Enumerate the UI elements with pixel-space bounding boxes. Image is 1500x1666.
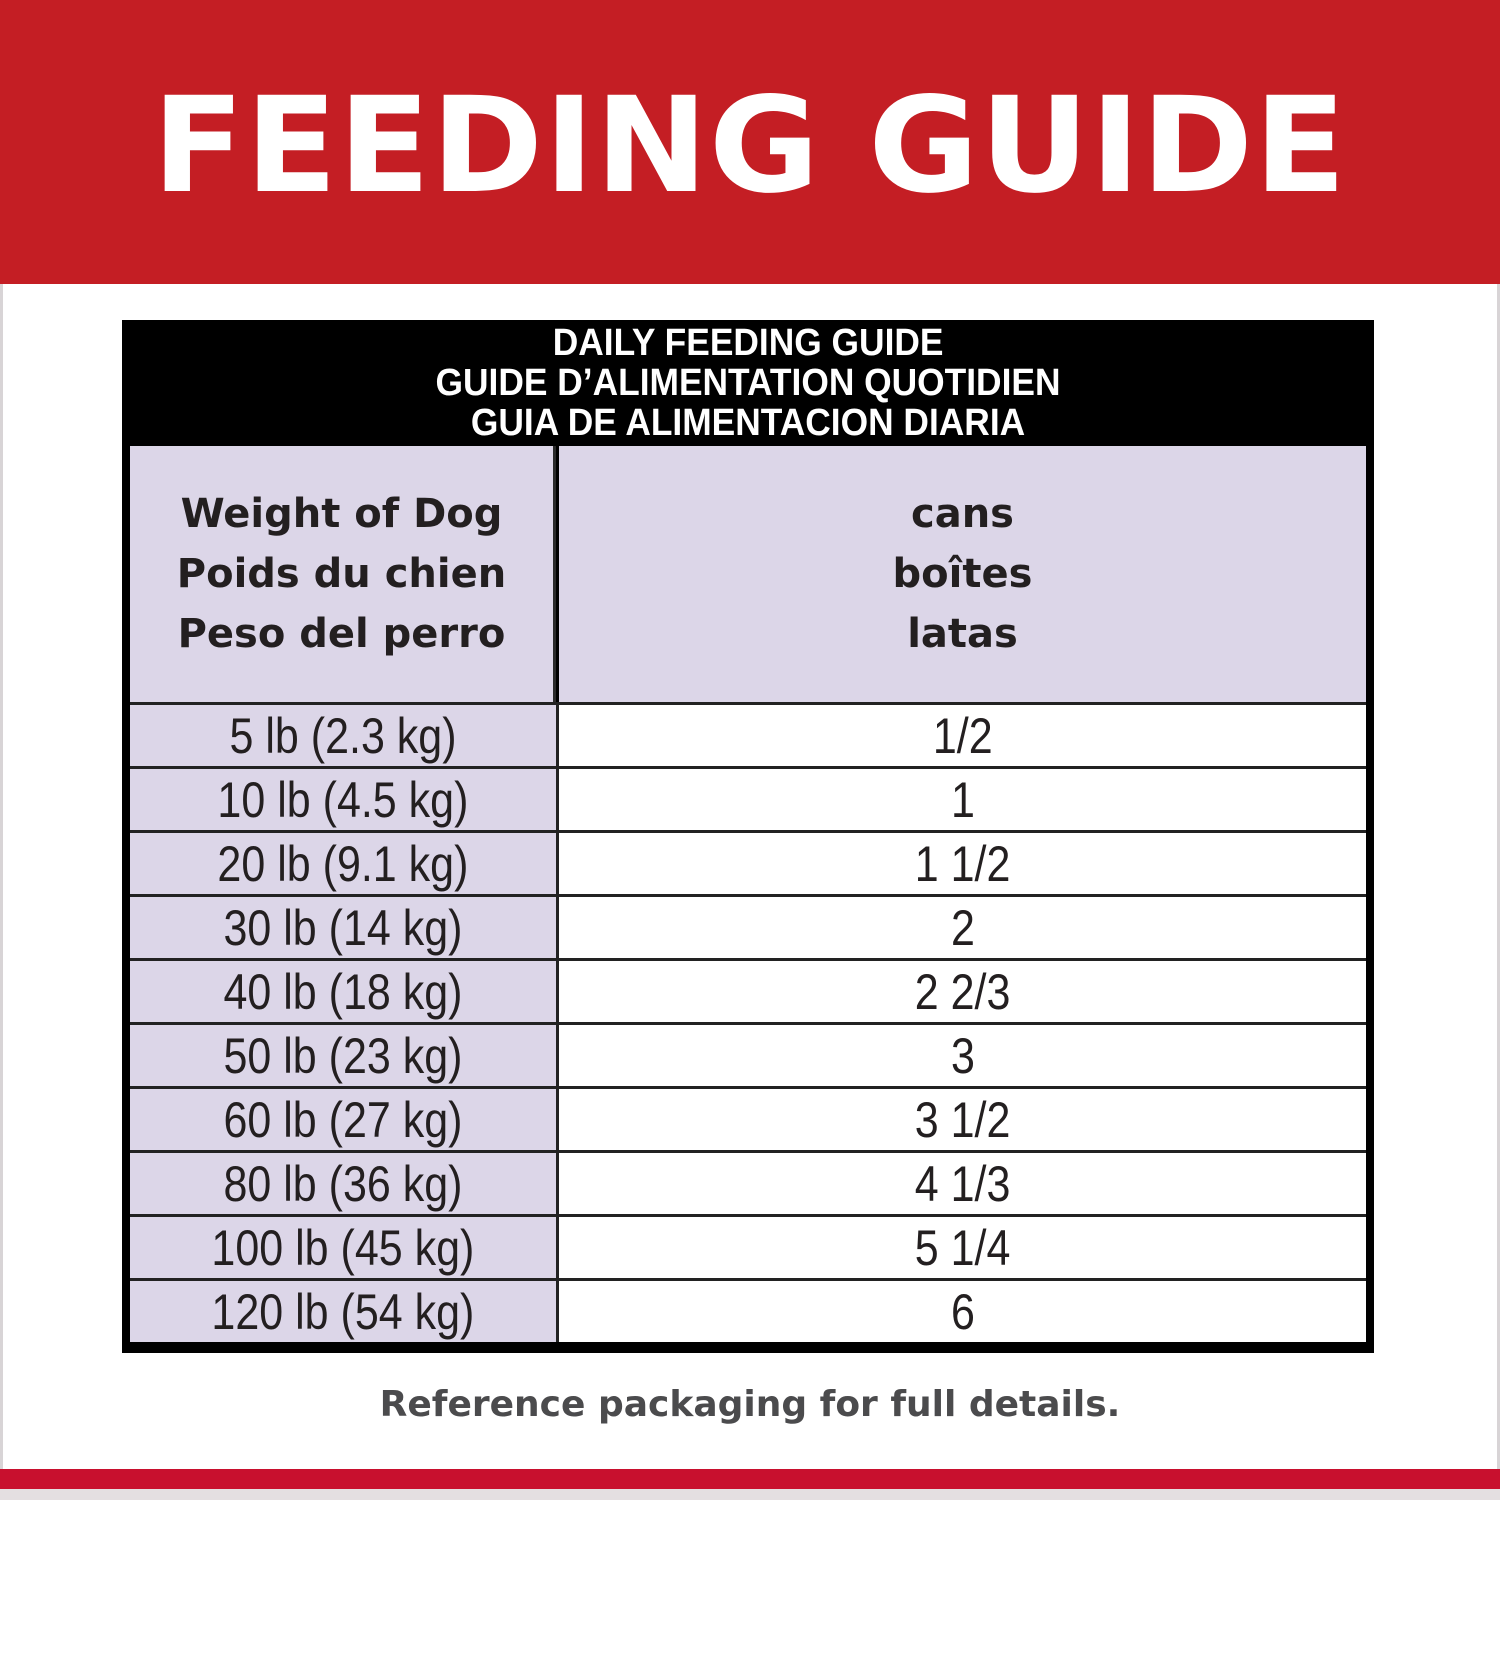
table-title-fr: GUIDE D’ALIMENTATION QUOTIDIEN [435,362,1061,404]
bottom-accent-bar [0,1469,1500,1489]
page-title: FEEDING GUIDE [152,69,1348,223]
bottom-edge [0,1489,1500,1500]
cans-cell: 4 1/3 [559,1153,1366,1214]
cans-cell: 2 [559,897,1366,958]
weight-value: 5 lb (2.3 kg) [229,707,457,764]
weight-cell: 60 lb (27 kg) [130,1089,559,1150]
weight-cell: 100 lb (45 kg) [130,1217,559,1278]
table-row: 40 lb (18 kg) 2 2/3 [130,958,1366,1022]
weight-value: 100 lb (45 kg) [211,1219,475,1276]
cans-value: 6 [950,1283,975,1340]
table-row: 50 lb (23 kg) 3 [130,1022,1366,1086]
weight-cell: 50 lb (23 kg) [130,1025,559,1086]
weight-cell: 120 lb (54 kg) [130,1281,559,1342]
column-header-cans: cans boîtes latas [559,446,1366,702]
table-title-en: DAILY FEEDING GUIDE [552,322,944,364]
weight-value: 50 lb (23 kg) [223,1027,463,1084]
cans-value: 3 [950,1027,975,1084]
table-row: 20 lb (9.1 kg) 1 1/2 [130,830,1366,894]
column-header-weight-en: Weight of Dog [180,491,503,537]
cans-value: 3 1/2 [914,1091,1011,1148]
cans-cell: 3 1/2 [559,1089,1366,1150]
weight-cell: 10 lb (4.5 kg) [130,769,559,830]
cans-cell: 6 [559,1281,1366,1342]
cans-value: 4 1/3 [914,1155,1011,1212]
table-title-header: DAILY FEEDING GUIDE GUIDE D’ALIMENTATION… [122,320,1374,446]
weight-cell: 5 lb (2.3 kg) [130,705,559,766]
column-header-weight-es: Peso del perro [177,611,506,657]
column-header-weight-fr: Poids du chien [176,551,507,597]
weight-value: 120 lb (54 kg) [211,1283,475,1340]
cans-value: 5 1/4 [914,1219,1011,1276]
table-row: 10 lb (4.5 kg) 1 [130,766,1366,830]
table-title-es: GUIA DE ALIMENTACION DIARIA [470,402,1026,444]
footnote: Reference packaging for full details. [379,1384,1121,1425]
column-header-cans-en: cans [911,491,1014,537]
table-row: 60 lb (27 kg) 3 1/2 [130,1086,1366,1150]
table-row: 80 lb (36 kg) 4 1/3 [130,1150,1366,1214]
column-header-cans-es: latas [907,611,1018,657]
weight-value: 20 lb (9.1 kg) [217,835,469,892]
table-row: 120 lb (54 kg) 6 [130,1278,1366,1342]
cans-cell: 5 1/4 [559,1217,1366,1278]
weight-value: 80 lb (36 kg) [223,1155,463,1212]
weight-value: 10 lb (4.5 kg) [217,771,469,828]
weight-cell: 40 lb (18 kg) [130,961,559,1022]
weight-value: 40 lb (18 kg) [223,963,463,1020]
page-edge-right [1497,0,1500,1500]
weight-cell: 80 lb (36 kg) [130,1153,559,1214]
table-body: 5 lb (2.3 kg) 1/2 10 lb (4.5 kg) 1 20 lb… [130,702,1366,1342]
cans-value: 2 2/3 [914,963,1011,1020]
cans-cell: 1/2 [559,705,1366,766]
weight-value: 30 lb (14 kg) [223,899,463,956]
weight-cell: 30 lb (14 kg) [130,897,559,958]
cans-value: 1 [950,771,975,828]
table-grid: Weight of Dog Poids du chien Peso del pe… [130,446,1366,1666]
cans-cell: 1 [559,769,1366,830]
table-row: 30 lb (14 kg) 2 [130,894,1366,958]
table-row: 5 lb (2.3 kg) 1/2 [130,702,1366,766]
feeding-table: DAILY FEEDING GUIDE GUIDE D’ALIMENTATION… [122,320,1374,1353]
cans-cell: 3 [559,1025,1366,1086]
column-header-weight: Weight of Dog Poids du chien Peso del pe… [130,446,556,702]
cans-value: 1/2 [932,707,993,764]
weight-cell: 20 lb (9.1 kg) [130,833,559,894]
column-header-cans-fr: boîtes [892,551,1033,597]
title-banner: FEEDING GUIDE [0,0,1500,284]
table-row: 100 lb (45 kg) 5 1/4 [130,1214,1366,1278]
weight-value: 60 lb (27 kg) [223,1091,463,1148]
cans-cell: 2 2/3 [559,961,1366,1022]
cans-value: 1 1/2 [914,835,1011,892]
cans-cell: 1 1/2 [559,833,1366,894]
page-edge-left [0,0,3,1500]
cans-value: 2 [950,899,975,956]
